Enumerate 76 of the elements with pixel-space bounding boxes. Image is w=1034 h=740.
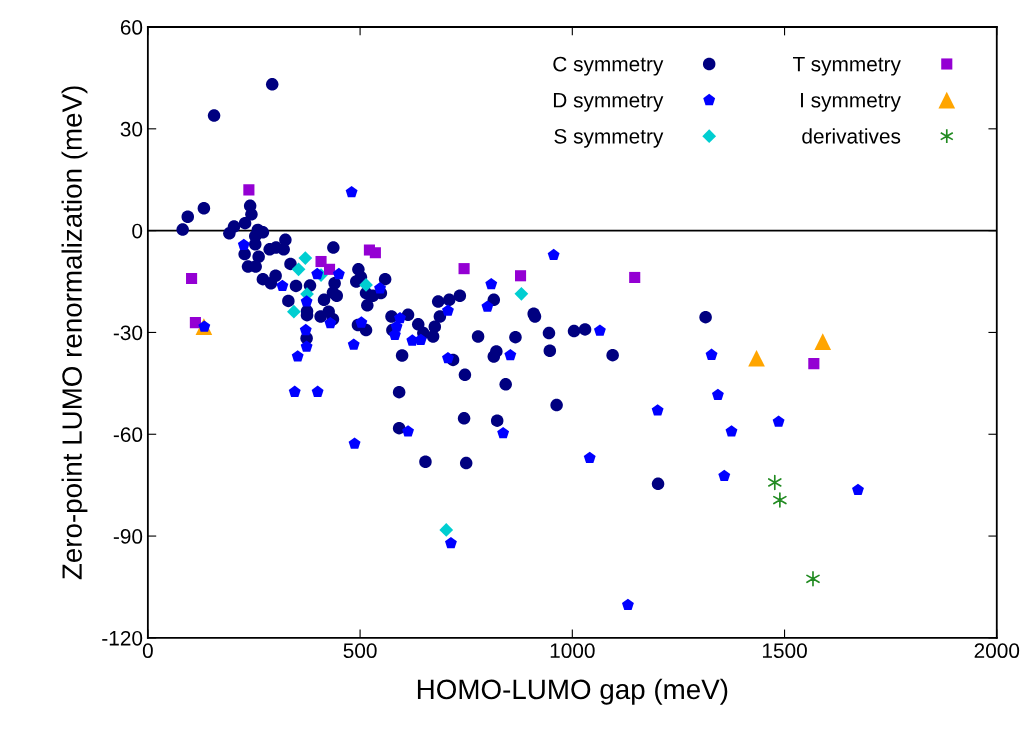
point [315, 255, 327, 268]
y-tick-label: -60 [113, 427, 143, 443]
point [243, 184, 255, 196]
point [345, 186, 358, 198]
point [711, 388, 724, 400]
point [772, 415, 785, 427]
point [369, 247, 381, 259]
point [629, 271, 641, 284]
x-tick-label: 500 [343, 643, 377, 659]
point [808, 358, 820, 370]
point [773, 492, 787, 508]
legend-label: I symmetry [801, 93, 901, 112]
point [514, 286, 529, 301]
point [237, 238, 250, 250]
point [288, 385, 301, 397]
y-tick-label: -90 [113, 529, 143, 544]
point [332, 267, 345, 280]
point [300, 340, 313, 352]
point [394, 311, 406, 324]
point [186, 272, 198, 285]
point [298, 251, 313, 265]
x-tick-label: 2000 [974, 643, 1020, 659]
point [705, 348, 718, 360]
point [718, 469, 731, 482]
point [485, 278, 498, 290]
point [323, 263, 336, 275]
point [593, 324, 606, 336]
point [481, 300, 494, 312]
point [300, 295, 313, 307]
y-tick-label: 60 [120, 20, 143, 35]
point [514, 270, 527, 282]
point [402, 425, 414, 437]
point [547, 248, 560, 261]
point [725, 425, 738, 437]
point [355, 316, 368, 328]
point [276, 279, 289, 292]
point [583, 451, 596, 464]
point [504, 348, 517, 361]
point [651, 404, 664, 416]
point [458, 263, 470, 275]
point [348, 437, 361, 449]
point [621, 598, 634, 611]
legend-label: C symmetry [553, 56, 664, 76]
y-axis-title: Zero-point LUMO renormalization (meV) [61, 86, 88, 580]
x-tick-label: 1500 [762, 643, 807, 659]
point [852, 483, 864, 495]
y-tick-label: 30 [120, 121, 143, 137]
point [444, 536, 457, 549]
point [189, 317, 201, 329]
point [442, 304, 454, 316]
point [324, 317, 337, 329]
legend-label: derivatives [802, 128, 901, 144]
y-tick-label: -120 [102, 630, 143, 646]
point [748, 349, 765, 367]
legend-label: D symmetry [553, 93, 664, 112]
y-tick-label: -30 [113, 325, 143, 341]
point [311, 385, 324, 397]
point [767, 474, 782, 491]
point [814, 333, 832, 350]
point [287, 304, 301, 319]
point [311, 267, 324, 280]
x-axis-title: HOMO-LUMO gap (meV) [417, 678, 728, 705]
point [299, 323, 312, 336]
y-tick-label: 0 [132, 223, 143, 239]
point [497, 426, 510, 439]
x-tick-label: 1000 [550, 643, 595, 659]
point [806, 571, 820, 587]
point [439, 523, 454, 537]
legend-label: S symmetry [554, 128, 664, 148]
point [291, 350, 304, 362]
point [442, 351, 454, 364]
point [347, 338, 360, 350]
x-tick-label: 0 [142, 643, 153, 659]
point [374, 282, 386, 294]
legend-label: T symmetry [793, 56, 901, 76]
point [291, 262, 306, 277]
